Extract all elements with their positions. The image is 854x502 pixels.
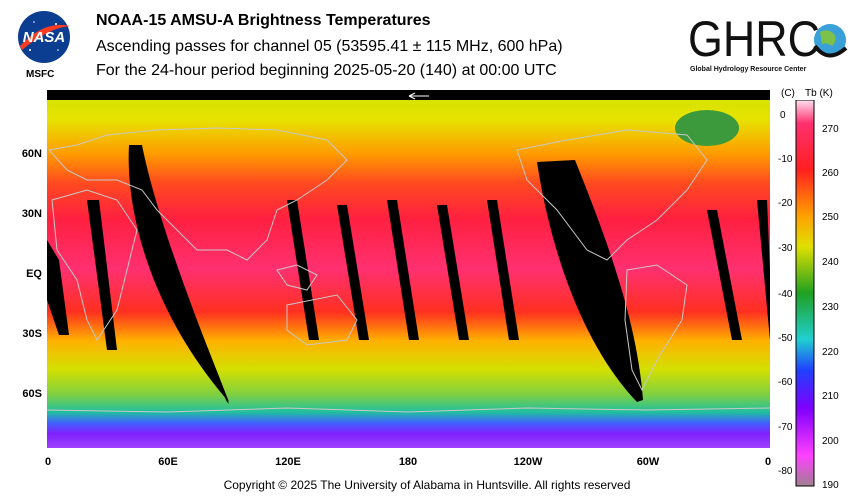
lon-label-0: 0 <box>44 456 52 468</box>
orbit-gap-8 <box>707 210 742 340</box>
colorbar-kelvin-tick: 250 <box>822 212 839 223</box>
orbit-gap-large-east <box>537 160 643 402</box>
lon-label-180: 180 <box>398 456 418 468</box>
brightness-temperature-map <box>47 90 770 448</box>
orbit-gaps <box>47 145 770 404</box>
direction-arrow-icon <box>408 92 429 100</box>
south-america-coast <box>624 264 688 392</box>
colorbar-kelvin-tick: 260 <box>822 168 839 179</box>
orbit-gap-9 <box>757 200 770 340</box>
eurasia-coast <box>48 127 348 261</box>
lon-label-60w: 60W <box>636 456 660 468</box>
lon-label-0-east: 0 <box>764 456 772 468</box>
colorbar-celsius-tick: -20 <box>778 198 793 209</box>
colorbar-celsius-tick: -60 <box>778 377 793 388</box>
nasa-logo: NASA <box>18 11 70 63</box>
orbit-gap-1 <box>87 200 117 350</box>
antarctica-coast <box>47 407 770 413</box>
colorbar-celsius-tick: -30 <box>778 243 793 254</box>
lat-label-60n: 60N <box>21 148 42 160</box>
chart-period: For the 24-hour period beginning 2025-05… <box>96 62 557 79</box>
orbit-gap-0 <box>47 240 69 335</box>
copyright-notice: Copyright © 2025 The University of Alaba… <box>223 478 631 492</box>
colorbar-kelvin-tick: 230 <box>822 302 839 313</box>
colorbar-kelvin-tick: 210 <box>822 391 839 402</box>
nasa-text: NASA <box>23 29 66 46</box>
lon-label-120w: 120W <box>513 456 543 468</box>
colorbar-unit-kelvin: Tb (K) <box>805 88 833 99</box>
msfc-label: MSFC <box>26 69 55 80</box>
ghrc-text: GHRC <box>688 11 820 67</box>
colorbar-kelvin-tick: 240 <box>822 257 839 268</box>
orbit-gap-2 <box>287 200 319 340</box>
australia-coast <box>286 294 358 346</box>
colorbar-celsius-tick: 0 <box>780 110 786 121</box>
maritime-continent-coast <box>276 264 318 291</box>
north-america-coast <box>516 129 708 261</box>
colorbar-celsius-tick: -70 <box>778 422 793 433</box>
colorbar <box>795 100 815 487</box>
colorbar-unit-celsius: (C) <box>781 88 795 99</box>
colorbar-kelvin-tick: 190 <box>822 480 839 491</box>
greenland-cold-area <box>675 110 739 146</box>
colorbar-kelvin-tick: 220 <box>822 347 839 358</box>
orbit-gap-4 <box>387 200 419 340</box>
lat-label-30n: 30N <box>21 208 42 220</box>
colorbar-celsius-tick: -40 <box>778 289 793 300</box>
colorbar-kelvin-tick: 270 <box>822 124 839 135</box>
colorbar-ramp <box>795 100 815 487</box>
polar-gap-north <box>47 90 770 100</box>
lat-label-60s: 60S <box>22 388 42 400</box>
colorbar-kelvin-tick: 200 <box>822 436 839 447</box>
lat-label-eq: EQ <box>26 268 42 280</box>
lon-label-120e: 120E <box>275 456 301 468</box>
africa-coast <box>51 189 138 341</box>
orbit-gap-3 <box>337 205 369 340</box>
orbit-gap-5 <box>437 205 469 340</box>
orbit-gap-6 <box>487 200 519 340</box>
ghrc-subtext: Global Hydrology Resource Center <box>690 66 807 73</box>
colorbar-celsius-tick: -10 <box>778 154 793 165</box>
chart-title: NOAA-15 AMSU-A Brightness Temperatures <box>96 12 431 29</box>
coastlines <box>47 127 770 413</box>
ghrc-logo: GHRC Global Hydrology Resource Center <box>688 11 848 73</box>
chart-subtitle: Ascending passes for channel 05 (53595.4… <box>96 38 563 55</box>
lat-label-30s: 30S <box>22 328 42 340</box>
lon-label-60e: 60E <box>158 456 178 468</box>
colorbar-celsius-tick: -80 <box>778 466 793 477</box>
colorbar-celsius-tick: -50 <box>778 333 793 344</box>
